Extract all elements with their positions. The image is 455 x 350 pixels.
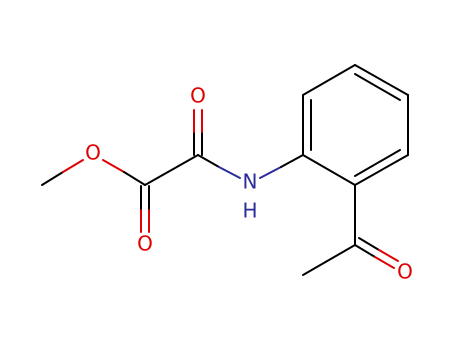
bonds	[41, 64, 409, 276]
atom-label: H	[242, 199, 257, 223]
atom-label: N	[243, 170, 258, 194]
atom-label: O	[397, 260, 413, 284]
atom-label: O	[85, 141, 101, 165]
atom-label: O	[190, 84, 206, 108]
atom-label: O	[137, 232, 153, 256]
